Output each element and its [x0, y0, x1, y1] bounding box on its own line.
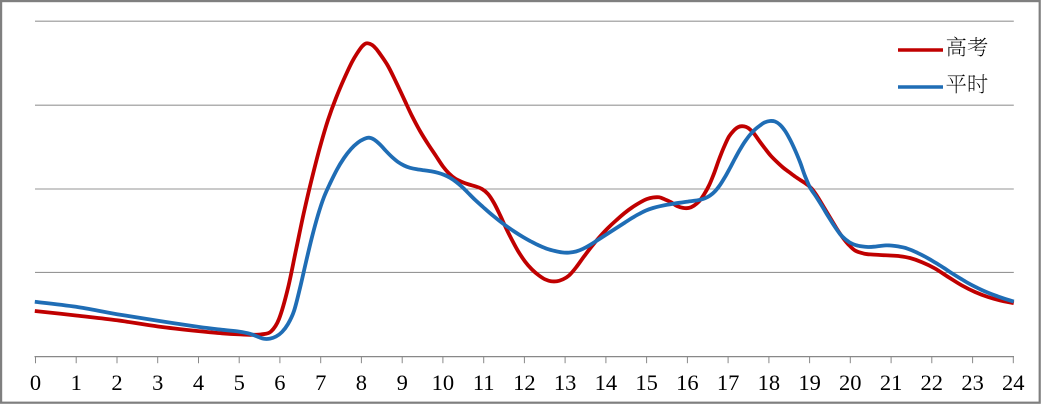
svg-text:11: 11	[473, 370, 495, 395]
svg-text:15: 15	[635, 370, 658, 395]
svg-text:8: 8	[356, 370, 367, 395]
svg-text:6: 6	[274, 370, 285, 395]
svg-text:5: 5	[234, 370, 245, 395]
svg-text:2: 2	[111, 370, 122, 395]
svg-text:7: 7	[315, 370, 326, 395]
svg-text:14: 14	[595, 370, 618, 395]
svg-text:16: 16	[676, 370, 699, 395]
svg-text:13: 13	[554, 370, 577, 395]
svg-text:1: 1	[71, 370, 82, 395]
svg-text:0: 0	[30, 370, 41, 395]
svg-text:12: 12	[513, 370, 536, 395]
svg-text:19: 19	[798, 370, 821, 395]
svg-text:22: 22	[921, 370, 944, 395]
svg-text:4: 4	[193, 370, 204, 395]
svg-text:24: 24	[1002, 370, 1025, 395]
svg-text:10: 10	[432, 370, 455, 395]
svg-text:23: 23	[961, 370, 984, 395]
svg-text:20: 20	[839, 370, 862, 395]
svg-text:21: 21	[880, 370, 903, 395]
svg-text:17: 17	[717, 370, 740, 395]
svg-text:18: 18	[758, 370, 781, 395]
svg-text:3: 3	[152, 370, 163, 395]
svg-text:9: 9	[397, 370, 408, 395]
